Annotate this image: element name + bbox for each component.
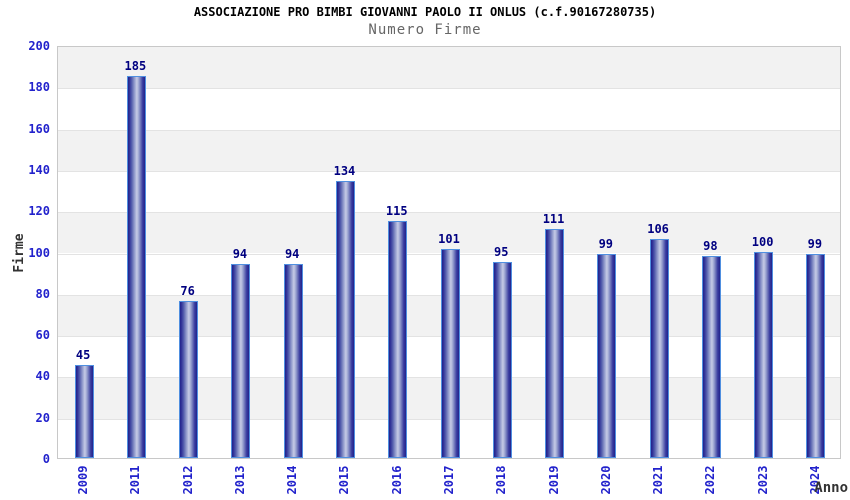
bar-2015 [335, 181, 355, 458]
value-label-2022: 98 [703, 238, 718, 253]
bar-2013 [231, 263, 251, 458]
plot-band [58, 129, 840, 171]
bar-2012 [179, 301, 199, 458]
bar-2023 [754, 251, 774, 458]
x-tick-label-2015: 2015 [337, 465, 352, 495]
x-tick-label-2013: 2013 [232, 465, 247, 495]
value-label-2020: 99 [598, 236, 614, 251]
value-label-2014: 94 [284, 246, 300, 261]
value-label-2024: 99 [807, 236, 823, 251]
y-tick-label: 80 [35, 286, 50, 301]
x-tick-label-2022: 2022 [703, 465, 718, 495]
bar-2020 [597, 253, 617, 458]
x-axis-title: Anno [814, 480, 848, 496]
x-tick-label-2019: 2019 [546, 465, 561, 495]
value-label-2016: 115 [385, 203, 408, 218]
bar-2009 [74, 365, 94, 458]
x-tick-label-2021: 2021 [651, 465, 666, 495]
value-label-2013: 94 [232, 246, 248, 261]
bar-2021 [649, 239, 669, 458]
chart-title: ASSOCIAZIONE PRO BIMBI GIOVANNI PAOLO II… [193, 5, 657, 19]
y-tick-label: 60 [35, 328, 50, 343]
y-tick-label: 140 [28, 162, 50, 177]
bar-2011 [126, 75, 146, 458]
gridline [58, 88, 840, 90]
plot-band [58, 212, 840, 254]
bar-2016 [388, 220, 408, 458]
y-tick-label: 180 [28, 80, 50, 95]
value-label-2023: 100 [751, 234, 774, 249]
x-tick-label-2020: 2020 [598, 465, 613, 495]
value-label-2012: 76 [180, 284, 195, 299]
bar-2014 [283, 263, 303, 458]
gridline [58, 170, 840, 172]
x-tick-label-2011: 2011 [128, 465, 143, 495]
bar-2017 [440, 249, 460, 458]
plot-band [58, 47, 840, 89]
bar-2022 [701, 255, 721, 458]
plot-band [58, 171, 840, 212]
value-label-2018: 95 [494, 244, 509, 259]
value-label-2009: 45 [75, 348, 91, 363]
x-tick-label-2009: 2009 [76, 465, 91, 495]
gridline [58, 129, 840, 131]
y-tick-label: 120 [28, 204, 50, 219]
x-tick-label-2018: 2018 [494, 465, 509, 495]
value-label-2015: 134 [333, 164, 356, 179]
value-label-2011: 185 [124, 58, 147, 73]
chart-subtitle: Numero Firme [368, 22, 482, 38]
value-label-2017: 101 [438, 232, 460, 247]
y-tick-label: 160 [28, 121, 50, 136]
x-tick-label-2023: 2023 [755, 465, 770, 495]
value-label-2021: 106 [647, 222, 669, 237]
plot-band [58, 88, 840, 129]
bar-2024 [806, 253, 826, 458]
bar-2018 [492, 261, 512, 458]
y-tick-label: 40 [35, 369, 50, 384]
y-tick-label: 100 [28, 245, 50, 260]
y-tick-label: 0 [42, 452, 50, 466]
x-tick-label-2016: 2016 [389, 465, 404, 495]
x-tick-label-2014: 2014 [285, 465, 300, 495]
y-tick-label: 20 [35, 410, 50, 425]
bar-2019 [545, 228, 565, 458]
value-label-2019: 111 [542, 211, 565, 226]
x-tick-label-2017: 2017 [442, 465, 456, 495]
plot-area [57, 46, 841, 459]
x-tick-label-2012: 2012 [180, 465, 195, 495]
gridline [58, 212, 840, 214]
y-tick-label: 200 [28, 39, 50, 53]
